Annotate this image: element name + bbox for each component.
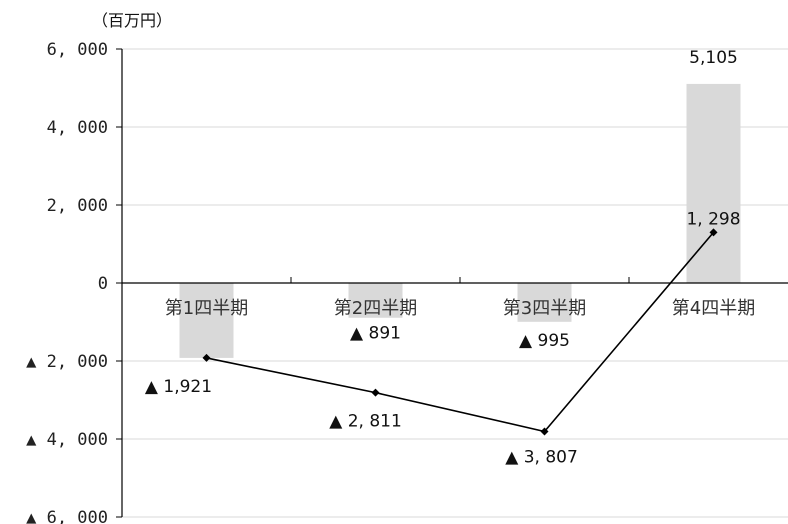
- line-label-1: ▲ 2, 811: [329, 412, 402, 432]
- y-tick-label-2: 2, 000: [47, 196, 108, 216]
- line-label-3: 1, 298: [686, 209, 740, 229]
- y-tick-label-4: ▲ 2, 000: [26, 352, 108, 372]
- y-tick-label-6: ▲ 6, 000: [26, 508, 108, 524]
- line-series: [202, 228, 718, 436]
- y-tick-label-3: 0: [98, 274, 108, 294]
- category-label-0: 第1四半期: [165, 298, 248, 319]
- y-tick-label-0: 6, 000: [47, 40, 108, 60]
- line-label-2: ▲ 3, 807: [505, 447, 578, 467]
- line-point-3: [709, 228, 718, 237]
- data-labels: ▲ 1,921 ▲ 891 ▲ 995 5,105 ▲ 2, 811 ▲ 3, 807 1,…: [145, 48, 741, 468]
- category-labels: 第1四半期 第2四半期 第3四半期 第4四半期: [165, 298, 755, 319]
- y-tick-label-1: 4, 000: [47, 118, 108, 138]
- gridlines: [122, 48, 788, 518]
- line-point-2: [540, 427, 549, 436]
- line-point-1: [371, 388, 380, 397]
- bar-2: [517, 283, 572, 322]
- bar-1: [348, 283, 403, 318]
- category-label-1: 第2四半期: [334, 298, 417, 319]
- bar-label-3: 5,105: [689, 48, 738, 68]
- axes: [116, 48, 788, 518]
- bar-0: [179, 283, 234, 358]
- bar-label-2: ▲ 995: [519, 331, 570, 351]
- bar-label-0: ▲ 1,921: [145, 377, 212, 397]
- bar-3: [686, 83, 741, 283]
- y-tick-label-5: ▲ 4, 000: [26, 430, 108, 450]
- line-point-0: [202, 353, 211, 362]
- line-path: [206, 231, 715, 433]
- bar-label-1: ▲ 891: [350, 324, 401, 344]
- bar-series: [179, 83, 741, 358]
- category-label-3: 第4四半期: [672, 298, 755, 319]
- category-label-2: 第3四半期: [503, 298, 586, 319]
- unit-label: （百万円）: [92, 11, 172, 30]
- y-axis-tick-labels: 6, 000 4, 000 2, 000 0 ▲ 2, 000 ▲ 4, 000 ▲ 6, …: [26, 40, 108, 524]
